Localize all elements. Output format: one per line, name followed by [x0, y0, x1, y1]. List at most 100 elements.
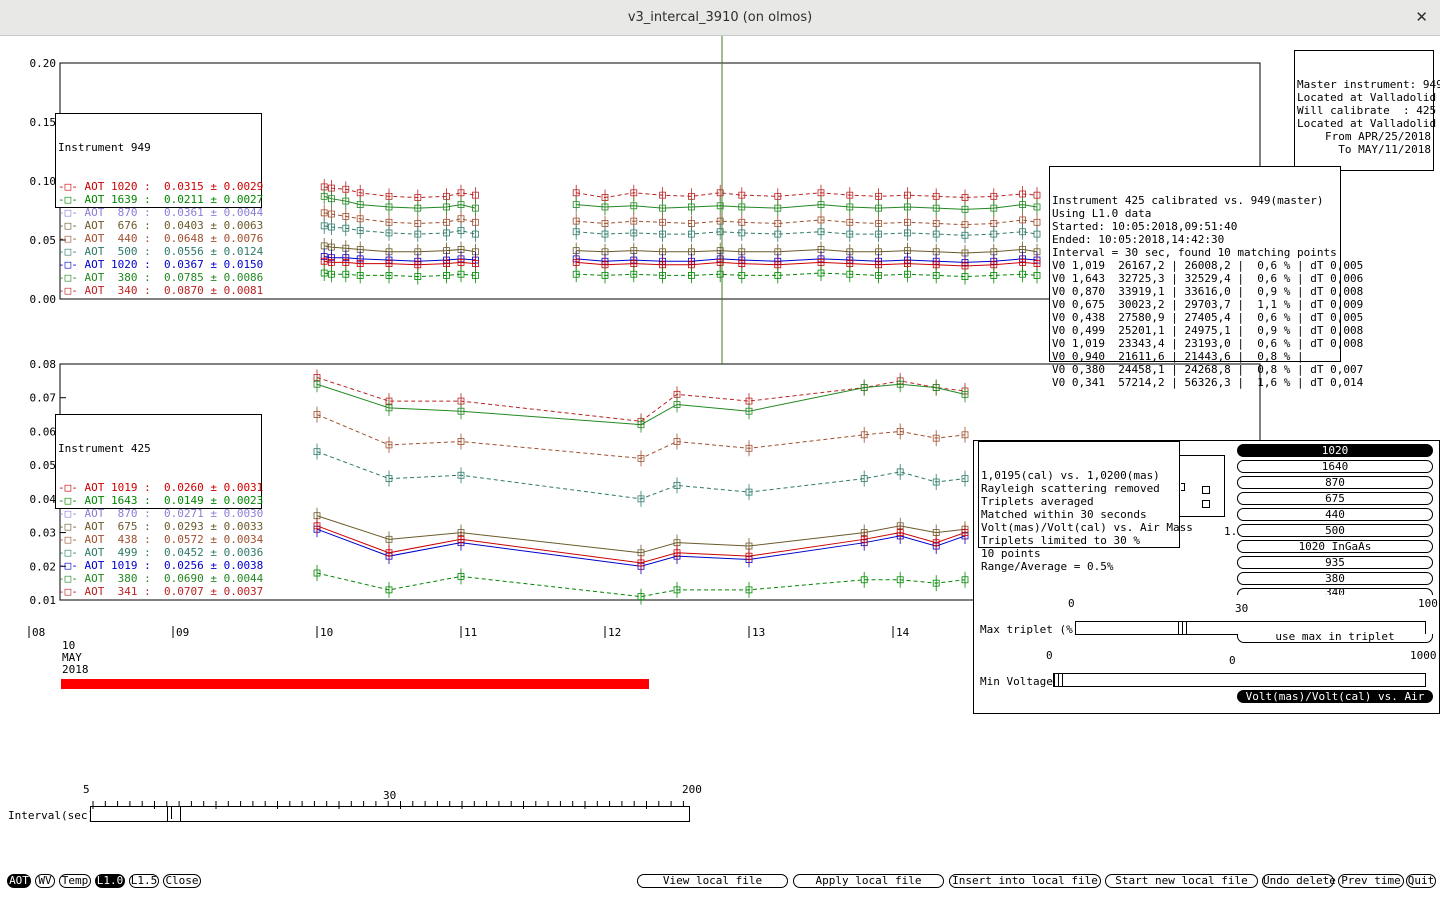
wavelength-button-500[interactable]: 500 — [1237, 524, 1433, 537]
top-data-point[interactable] — [572, 228, 580, 236]
bottom-data-point[interactable] — [385, 535, 393, 543]
top-data-point[interactable] — [904, 191, 911, 199]
window-close-icon[interactable]: ✕ — [1415, 8, 1428, 26]
bottom-data-point[interactable] — [745, 552, 753, 560]
interval-slider[interactable] — [90, 801, 690, 822]
top-data-point[interactable] — [932, 230, 940, 238]
top-data-point[interactable] — [630, 229, 638, 237]
top-data-point[interactable] — [457, 189, 465, 197]
top-data-point[interactable] — [471, 191, 479, 199]
top-data-point[interactable] — [961, 231, 969, 239]
bottom-data-point[interactable] — [457, 573, 465, 580]
top-data-point[interactable] — [817, 216, 825, 224]
top-data-point[interactable] — [875, 230, 882, 238]
bottom-data-point[interactable] — [457, 407, 465, 415]
bottom-data-point[interactable] — [961, 576, 969, 584]
bottom-data-point[interactable] — [745, 586, 753, 594]
top-data-point[interactable] — [356, 189, 364, 197]
bottom-data-point[interactable] — [961, 475, 969, 483]
top-data-point[interactable] — [601, 271, 609, 279]
prev-time-button[interactable]: Prev time — [1338, 874, 1404, 888]
top-data-point[interactable] — [932, 271, 940, 279]
top-data-point[interactable] — [817, 269, 825, 277]
top-data-point[interactable] — [990, 230, 998, 238]
top-data-point[interactable] — [342, 185, 350, 193]
bottom-data-point[interactable] — [745, 488, 753, 496]
top-data-point[interactable] — [1033, 191, 1041, 199]
aot-button[interactable]: AOT — [7, 874, 31, 888]
top-data-point[interactable] — [572, 270, 580, 278]
bottom-data-point[interactable] — [313, 569, 321, 577]
top-data-point[interactable] — [630, 217, 638, 225]
insert-into-local-file-button[interactable]: Insert into local file — [949, 874, 1101, 888]
wavelength-button-440[interactable]: 440 — [1237, 508, 1433, 521]
bottom-data-point[interactable] — [860, 576, 868, 584]
top-data-point[interactable] — [385, 203, 393, 211]
bottom-data-point[interactable] — [745, 444, 753, 452]
top-data-point[interactable] — [443, 203, 451, 211]
top-data-point[interactable] — [630, 202, 638, 210]
use-max-in-triplet-button[interactable]: use max in triplet — [1237, 631, 1433, 643]
wavelength-button-1020-ingaas[interactable]: 1020 InGaAs — [1237, 540, 1433, 553]
bottom-data-point[interactable] — [673, 549, 681, 557]
top-data-point[interactable] — [630, 270, 638, 278]
close-button[interactable]: Close — [163, 874, 201, 888]
bottom-data-point[interactable] — [932, 434, 940, 442]
top-data-point[interactable] — [471, 260, 479, 268]
bottom-data-point[interactable] — [896, 576, 904, 584]
l1-0-button[interactable]: L1.0 — [95, 874, 125, 888]
bottom-data-point[interactable] — [673, 481, 681, 489]
top-data-point[interactable] — [385, 260, 393, 268]
quit-button[interactable]: Quit — [1406, 874, 1436, 888]
bottom-data-point[interactable] — [313, 448, 321, 456]
bottom-data-point[interactable] — [637, 495, 645, 503]
wavelength-button-380[interactable]: 380 — [1237, 572, 1433, 585]
wavelength-button-675[interactable]: 675 — [1237, 492, 1433, 505]
bottom-data-point[interactable] — [896, 468, 904, 476]
top-data-point[interactable] — [601, 203, 609, 211]
bottom-data-point[interactable] — [860, 475, 868, 483]
top-data-point[interactable] — [738, 260, 746, 268]
bottom-data-point[interactable] — [860, 384, 868, 392]
top-data-point[interactable] — [774, 230, 782, 238]
top-data-point[interactable] — [904, 203, 911, 211]
top-data-point[interactable] — [342, 270, 350, 278]
top-data-point[interactable] — [327, 223, 335, 231]
top-data-point[interactable] — [1033, 203, 1041, 211]
top-data-point[interactable] — [716, 228, 724, 236]
top-data-point[interactable] — [904, 229, 911, 237]
top-data-point[interactable] — [356, 215, 364, 223]
bottom-data-point[interactable] — [385, 475, 393, 483]
bottom-data-point[interactable] — [896, 428, 904, 435]
top-data-point[interactable] — [414, 261, 422, 269]
max-triplet-thumb[interactable] — [1178, 621, 1187, 635]
top-data-point[interactable] — [990, 204, 998, 212]
top-data-point[interactable] — [572, 201, 580, 209]
top-data-point[interactable] — [774, 192, 782, 200]
top-data-point[interactable] — [601, 230, 609, 238]
top-data-point[interactable] — [774, 271, 782, 279]
top-data-point[interactable] — [471, 218, 479, 226]
top-data-point[interactable] — [738, 271, 746, 279]
bottom-data-point[interactable] — [313, 411, 321, 418]
top-data-point[interactable] — [817, 228, 825, 236]
bottom-data-point[interactable] — [385, 441, 393, 449]
bottom-data-point[interactable] — [385, 586, 393, 594]
top-data-point[interactable] — [443, 229, 451, 237]
top-data-point[interactable] — [961, 205, 969, 213]
wavelength-button-1020[interactable]: 1020 — [1237, 444, 1433, 457]
top-data-point[interactable] — [457, 215, 465, 223]
top-data-point[interactable] — [457, 259, 465, 266]
interval-thumb[interactable] — [167, 806, 181, 822]
top-data-point[interactable] — [738, 191, 746, 199]
temp-button[interactable]: Temp — [59, 874, 91, 888]
top-data-point[interactable] — [875, 204, 882, 212]
top-data-point[interactable] — [990, 192, 998, 200]
top-data-point[interactable] — [738, 203, 746, 211]
top-data-point[interactable] — [932, 192, 940, 200]
top-data-point[interactable] — [356, 271, 364, 279]
top-data-point[interactable] — [457, 227, 465, 234]
l1-5-button[interactable]: L1.5 — [129, 874, 159, 888]
bottom-data-point[interactable] — [896, 380, 904, 388]
top-data-point[interactable] — [356, 201, 364, 209]
